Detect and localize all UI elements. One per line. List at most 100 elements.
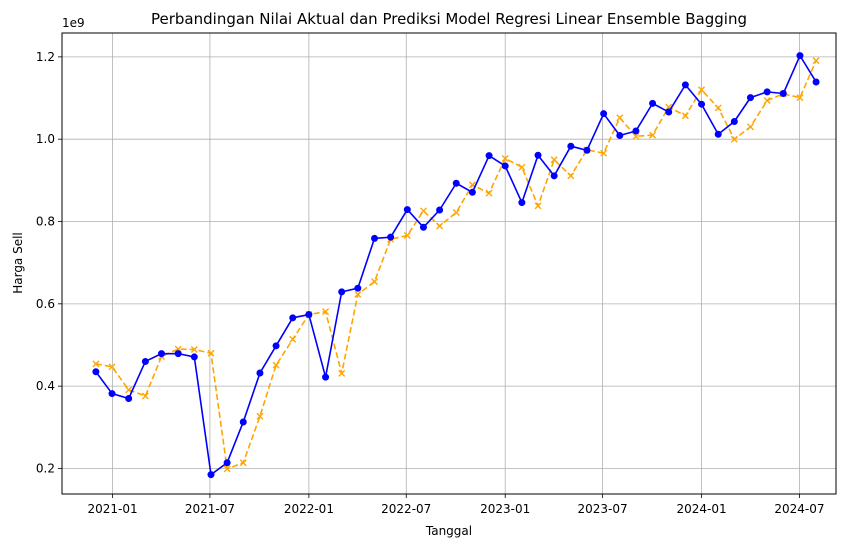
series-1-point [174, 350, 182, 358]
series-1-point [714, 130, 722, 138]
series-layer [92, 52, 820, 479]
series-2-point [714, 104, 722, 112]
series-1-point [746, 94, 754, 102]
series-1-point [371, 234, 379, 242]
series-2-point [746, 123, 754, 131]
series-2-point [763, 97, 771, 104]
series-2-point [600, 149, 608, 157]
series-2-point [322, 308, 330, 316]
series-1-point [485, 152, 493, 160]
y-axis-label: Harga Sell [11, 232, 25, 294]
x-tick-label: 2024-01 [676, 502, 726, 516]
series-2-point [272, 361, 280, 369]
y-tick-label: 1.0 [36, 132, 55, 146]
series-1-point [338, 288, 346, 296]
series-1-point [305, 311, 313, 319]
y-axis-ticks: 0.2 0.4 0.6 0.8 1.0 1.2 [36, 50, 62, 475]
series-1-point [583, 146, 591, 154]
series-2-point [518, 163, 526, 171]
series-1-point [812, 78, 820, 86]
x-tick-label: 2022-01 [284, 502, 334, 516]
series-2-point [616, 114, 624, 122]
series-1-point [501, 162, 509, 170]
plot-frame [61, 32, 837, 495]
x-tick-label: 2021-07 [185, 502, 235, 516]
series-1-point [632, 127, 640, 135]
x-tick-label: 2023-07 [577, 502, 627, 516]
series-2-point [141, 392, 149, 400]
series-2-point [354, 290, 362, 298]
series-1-point [649, 99, 657, 107]
series-1-point [567, 142, 575, 150]
y-tick-label: 1.2 [36, 50, 55, 64]
series-2-point [485, 189, 493, 197]
series-1-point [125, 395, 133, 403]
series-2-point [796, 94, 804, 102]
series-1-point [223, 459, 231, 467]
grid-lines [62, 33, 836, 494]
x-axis-ticks: 2021-01 2021-07 2022-01 2022-07 2023-01 2023-… [87, 494, 824, 516]
series-1-point [387, 233, 395, 241]
series-1-point [419, 223, 427, 231]
series-2-point [419, 207, 427, 215]
series-2-point [207, 349, 215, 357]
x-tick-label: 2021-01 [87, 502, 137, 516]
chart-title: Perbandingan Nilai Aktual dan Prediksi M… [151, 10, 747, 28]
series-1-point [779, 90, 787, 98]
series-1-point [436, 206, 444, 214]
series-1-point [665, 108, 673, 116]
y-tick-label: 0.2 [36, 461, 55, 475]
series-1-point [289, 314, 297, 322]
series-2-point [550, 156, 558, 164]
series-1 [92, 52, 820, 479]
y-offset-label: 1e9 [62, 16, 85, 30]
series-1-point [158, 350, 166, 358]
series-1-point [207, 471, 215, 479]
series-1-point [681, 81, 689, 89]
y-tick-label: 0.8 [36, 215, 55, 229]
series-1-point [763, 88, 771, 96]
series-1-point [468, 188, 476, 196]
series-1-point [616, 131, 624, 139]
series-1-point [272, 342, 280, 350]
series-2-point [649, 131, 657, 139]
series-1-point [550, 172, 558, 180]
series-2-point [371, 278, 378, 286]
y-tick-label: 0.6 [36, 297, 55, 311]
series-1-point [239, 418, 247, 426]
series-2-point [92, 360, 100, 368]
series-1-point [518, 199, 526, 207]
x-tick-label: 2023-01 [480, 502, 530, 516]
series-2-point [534, 202, 542, 210]
series-1-point [256, 369, 264, 377]
series-2-point [338, 369, 346, 377]
series-2-point [436, 222, 444, 230]
series-2-point [567, 172, 575, 180]
series-2-point [190, 346, 198, 354]
series-2-point [256, 412, 264, 420]
series-1-point [600, 110, 608, 118]
series-2-point [812, 57, 820, 65]
series-2-point [289, 335, 297, 343]
series-1-point [796, 52, 804, 60]
series-1-point [354, 284, 362, 292]
series-1-point [452, 179, 460, 187]
series-1-point [730, 117, 738, 125]
x-tick-label: 2022-07 [381, 502, 431, 516]
series-2-point [501, 155, 509, 163]
series-2-point [108, 363, 116, 371]
series-2-point [239, 459, 247, 467]
series-2-point [223, 465, 231, 473]
series-1-point [190, 353, 198, 361]
series-1-point [534, 151, 542, 159]
series-1-point [108, 390, 116, 398]
series-1-point [92, 368, 100, 376]
y-tick-label: 0.4 [36, 379, 55, 393]
series-1-point [698, 100, 706, 108]
series-2-point [698, 86, 706, 94]
series-1-point [322, 373, 330, 381]
series-1-point [141, 357, 149, 365]
series-2-point [681, 112, 689, 120]
